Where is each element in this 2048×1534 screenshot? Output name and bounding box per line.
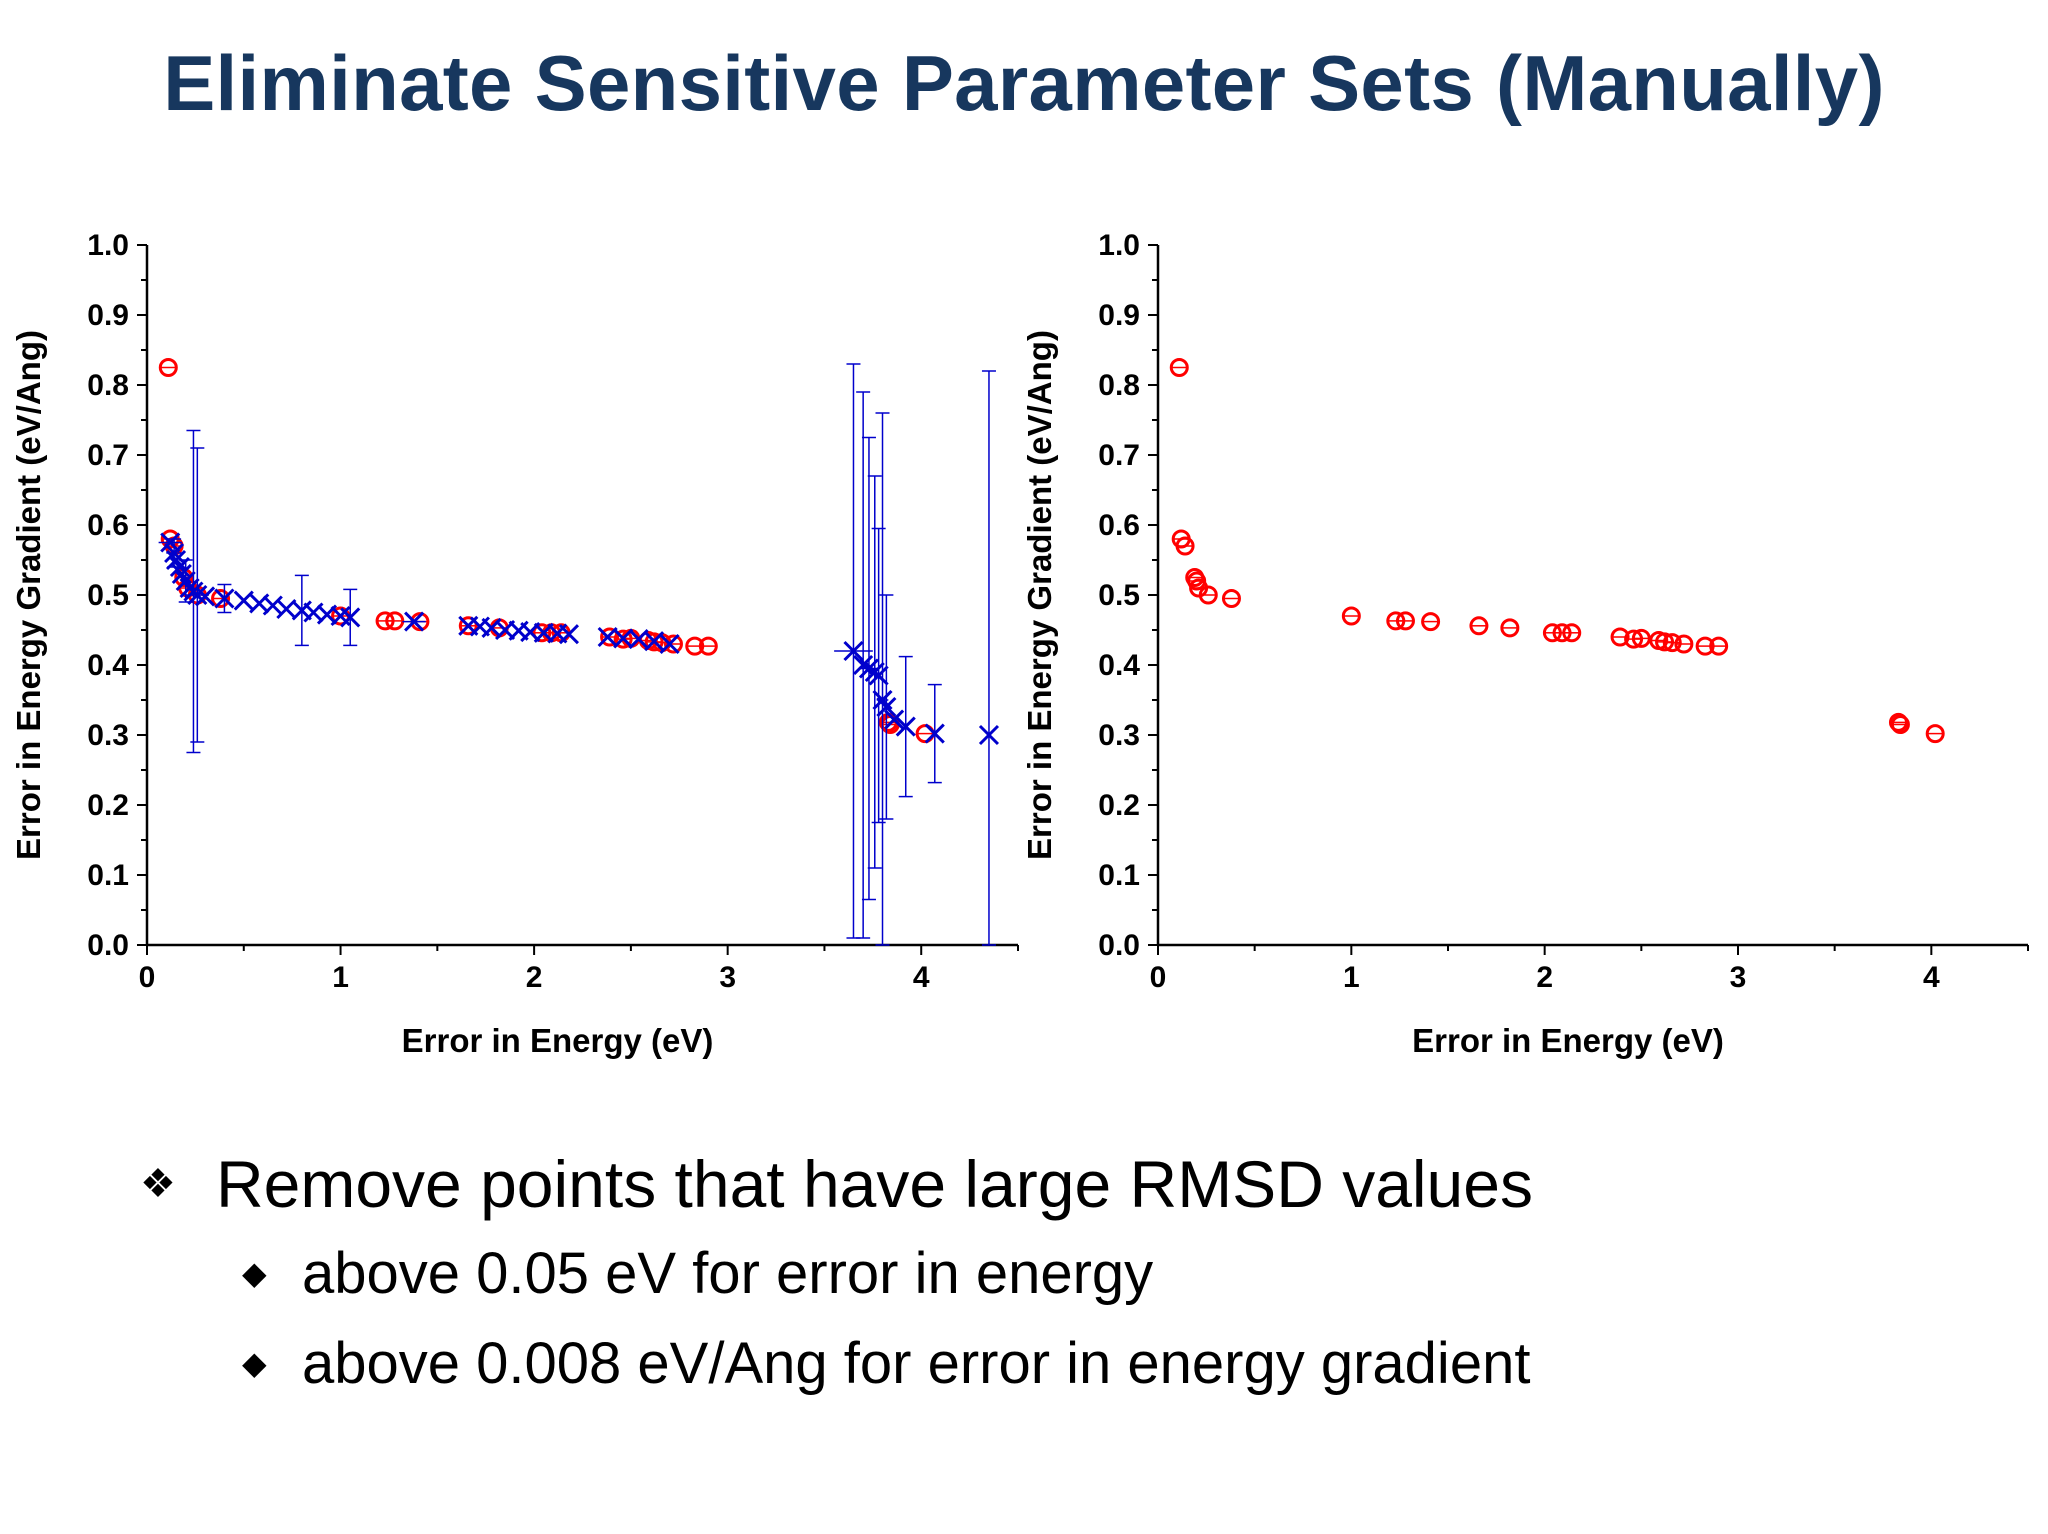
data-point-circle bbox=[1562, 623, 1582, 643]
x-tick-label: 2 bbox=[526, 961, 543, 994]
bullet-text-sub-1: above 0.05 eV for error in energy bbox=[302, 1240, 1154, 1306]
y-tick-label: 0.9 bbox=[87, 299, 129, 332]
series-1 bbox=[158, 358, 935, 744]
data-point-circle bbox=[158, 358, 178, 377]
y-tick-label: 0.9 bbox=[1098, 299, 1140, 332]
data-point-circle bbox=[1662, 633, 1682, 653]
y-tick-label: 0.7 bbox=[1098, 439, 1140, 472]
data-point-circle bbox=[600, 627, 620, 647]
y-tick-label: 0.4 bbox=[1098, 649, 1140, 682]
x-tick-label: 4 bbox=[1923, 961, 1940, 994]
data-point-cross bbox=[262, 595, 283, 616]
x-axis-title: Error in Energy (eV) bbox=[1412, 1022, 1724, 1059]
bullet-item-main: ❖ Remove points that have large RMSD val… bbox=[140, 1140, 1533, 1228]
charts-canvas: 0.0 0.1 0.2 0.3 0.4 0.5 0.6 0.7 0.8 0.9 1.0 0 1 2 3 4 Er… bbox=[10, 229, 2029, 1059]
y-tick-label: 0.0 bbox=[1098, 929, 1140, 962]
y-tick-label: 0.5 bbox=[1098, 579, 1140, 612]
y-tick-label: 1.0 bbox=[1098, 229, 1140, 262]
y-tick-label: 0.7 bbox=[87, 439, 129, 472]
data-point-cross bbox=[843, 640, 864, 662]
y-tick-label: 0.8 bbox=[1098, 369, 1140, 402]
data-point-circle bbox=[1421, 612, 1441, 632]
data-point-circle bbox=[1395, 611, 1415, 631]
data-point-cross bbox=[187, 584, 208, 606]
data-point-cross bbox=[978, 724, 1000, 746]
data-point-circle bbox=[663, 634, 683, 654]
chart-panel-2: 0.0 0.1 0.2 0.3 0.4 0.5 0.6 0.7 0.8 0.9 1.0 0 1 2 3 4 Er… bbox=[1021, 229, 2029, 1059]
x-tick-label: 2 bbox=[1536, 961, 1553, 994]
data-point-cross bbox=[876, 696, 897, 718]
data-point-circle bbox=[211, 589, 231, 608]
y-tick-label: 0.2 bbox=[1098, 789, 1140, 822]
y-tick-label: 0.0 bbox=[87, 929, 129, 962]
x-tick-label: 4 bbox=[913, 961, 930, 994]
bullet-item-sub-1: ◆ above 0.05 eV for error in energy bbox=[242, 1228, 1533, 1318]
x-tick-label: 3 bbox=[1730, 961, 1747, 994]
data-point-cross bbox=[558, 624, 580, 645]
series-1 bbox=[1169, 358, 1945, 744]
data-point-circle bbox=[1631, 628, 1651, 648]
y-tick-label: 1.0 bbox=[87, 229, 129, 262]
y-tick-label: 0.5 bbox=[87, 579, 129, 612]
slide-title: Eliminate Sensitive Parameter Sets (Manu… bbox=[163, 39, 1885, 127]
data-point-cross bbox=[613, 628, 634, 649]
y-tick-label: 0.1 bbox=[1098, 859, 1140, 892]
y-tick-label: 0.1 bbox=[87, 859, 129, 892]
y-tick-label: 0.4 bbox=[87, 649, 129, 682]
chart-panel-1: 0.0 0.1 0.2 0.3 0.4 0.5 0.6 0.7 0.8 0.9 1.0 0 1 2 3 4 Er… bbox=[10, 229, 1019, 1059]
data-point-circle bbox=[1341, 606, 1361, 626]
data-point-circle bbox=[1169, 358, 1189, 377]
data-point-circle bbox=[1221, 589, 1241, 608]
data-point-cross bbox=[404, 611, 425, 632]
x-axis-title: Error in Energy (eV) bbox=[402, 1022, 714, 1059]
data-point-cross bbox=[160, 532, 181, 553]
data-point-circle bbox=[1890, 715, 1910, 734]
y-tick-label: 0.8 bbox=[87, 369, 129, 402]
data-point-cross bbox=[659, 633, 680, 655]
data-point-circle bbox=[1610, 627, 1630, 647]
data-point-circle bbox=[698, 636, 718, 656]
diamond-bullet-icon: ◆ bbox=[242, 1255, 267, 1291]
y-tick-label: 0.6 bbox=[1098, 509, 1140, 542]
bullet-text-main: Remove points that have large RMSD value… bbox=[216, 1147, 1533, 1221]
data-point-cross bbox=[214, 588, 235, 609]
data-point-cross bbox=[895, 716, 916, 737]
data-point-circle bbox=[1175, 536, 1195, 556]
bullet-list: ❖ Remove points that have large RMSD val… bbox=[140, 1140, 1533, 1408]
series-2 bbox=[158, 363, 1000, 946]
data-point-circle bbox=[1198, 585, 1218, 605]
data-point-cross bbox=[644, 631, 665, 652]
diamond-bullet-icon: ◆ bbox=[242, 1345, 267, 1381]
data-point-cross bbox=[868, 665, 889, 686]
data-point-cross bbox=[924, 723, 945, 744]
data-point-cross bbox=[233, 590, 254, 611]
data-point-cross bbox=[195, 586, 216, 607]
x-tick-label: 1 bbox=[332, 961, 349, 994]
data-point-cross bbox=[884, 709, 905, 730]
y-tick-label: 0.3 bbox=[87, 719, 129, 752]
data-point-circle bbox=[1500, 618, 1520, 638]
y-tick-label: 0.6 bbox=[87, 509, 129, 542]
y-axis-title: Error in Energy Gradient (eV/Ang) bbox=[1021, 330, 1058, 860]
four-diamond-bullet-icon: ❖ bbox=[140, 1162, 176, 1206]
y-tick-label: 0.2 bbox=[87, 789, 129, 822]
data-point-circle bbox=[1709, 636, 1729, 656]
data-point-circle bbox=[1469, 616, 1489, 636]
x-tick-label: 1 bbox=[1343, 961, 1360, 994]
x-tick-label: 0 bbox=[139, 961, 156, 994]
data-point-circle bbox=[1888, 712, 1908, 732]
y-axis-title: Error in Energy Gradient (eV/Ang) bbox=[10, 330, 47, 860]
data-point-circle bbox=[1925, 724, 1945, 744]
x-tick-label: 3 bbox=[719, 961, 736, 994]
data-point-cross bbox=[340, 607, 361, 628]
data-point-cross bbox=[164, 542, 185, 564]
bullet-item-sub-2: ◆ above 0.008 eV/Ang for error in energy… bbox=[242, 1318, 1533, 1408]
data-point-circle bbox=[1674, 634, 1694, 654]
bullet-text-sub-2: above 0.008 eV/Ang for error in energy g… bbox=[302, 1330, 1531, 1396]
x-tick-label: 0 bbox=[1150, 961, 1167, 994]
data-point-circle bbox=[458, 616, 478, 636]
y-tick-label: 0.3 bbox=[1098, 719, 1140, 752]
